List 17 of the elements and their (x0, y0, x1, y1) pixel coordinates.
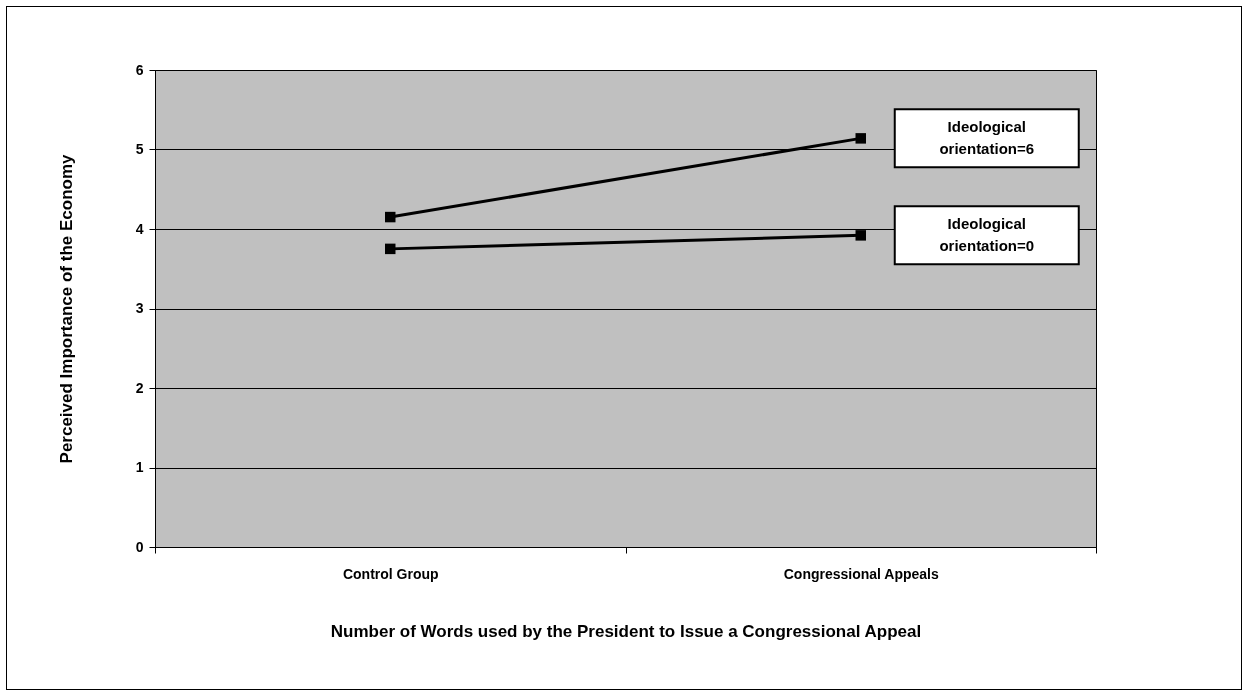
y-tick-label: 5 (135, 141, 144, 157)
y-tick-label: 3 (135, 300, 144, 316)
x-tick-label: Congressional Appeals (783, 565, 939, 582)
y-axis-title: Perceived Importance of the Economy (56, 153, 76, 464)
point (385, 243, 396, 255)
point (855, 133, 866, 144)
text: Ideological orientation=0 (939, 215, 1035, 255)
x-axis-title: Number of Words used by the President to Issue a Congressional Appeal (330, 621, 922, 641)
y-tick-label: 4 (135, 220, 144, 237)
text: Ideological orientation=6 (939, 118, 1035, 158)
x-tick-label: Control Group (342, 565, 439, 582)
y-tick-label: 2 (135, 379, 144, 396)
point (385, 211, 396, 223)
y-tick-label: 0 (135, 538, 144, 555)
y-tick-label: 1 (135, 459, 144, 475)
y-tick-label: 6 (135, 61, 144, 78)
point (855, 230, 866, 241)
